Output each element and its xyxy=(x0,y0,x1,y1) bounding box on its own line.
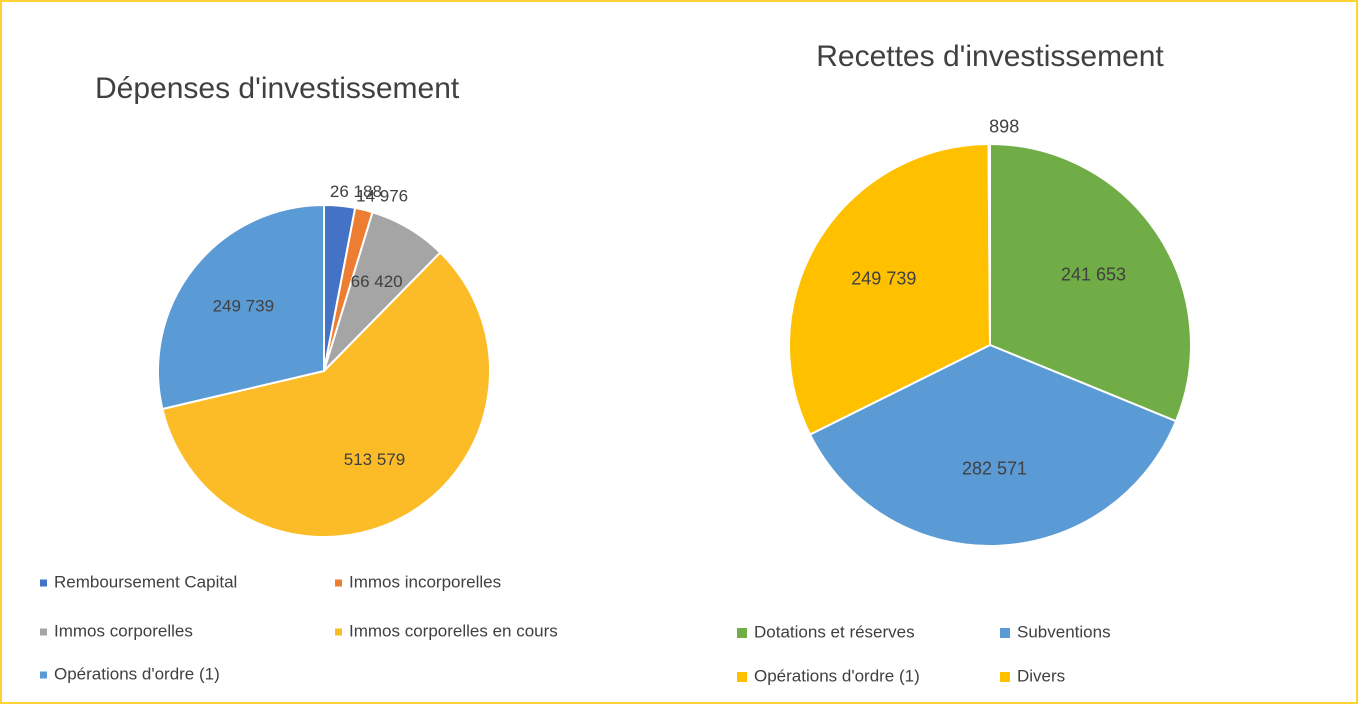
legend-label: Immos corporelles en cours xyxy=(349,621,558,640)
data-label: 14 976 xyxy=(356,186,408,205)
legend-label: Opérations d'ordre (1) xyxy=(754,666,920,685)
legend-marker xyxy=(40,579,47,587)
pie-slice xyxy=(808,343,1178,547)
legend-marker xyxy=(1000,628,1010,638)
data-label: 513 579 xyxy=(344,450,405,469)
data-label: 249 739 xyxy=(851,269,916,289)
data-label: 26 188 xyxy=(330,182,382,201)
legend-label: Divers xyxy=(1017,666,1065,685)
data-label: 249 739 xyxy=(213,297,274,316)
pie-slice xyxy=(987,142,991,346)
chart-title: Dépenses d'investissement xyxy=(95,72,460,105)
legend-label: Immos incorporelles xyxy=(349,572,501,591)
data-label: 282 571 xyxy=(962,458,1027,478)
pie-slice xyxy=(161,251,491,538)
legend-label: Dotations et réserves xyxy=(754,622,915,641)
legend-marker xyxy=(1000,672,1010,682)
legend-marker xyxy=(40,628,47,636)
legend-label: Immos corporelles xyxy=(54,621,193,640)
pie-slice xyxy=(989,142,1192,423)
legend-marker xyxy=(335,628,342,636)
chart-title: Recettes d'investissement xyxy=(816,40,1164,73)
data-label: 898 xyxy=(989,117,1019,137)
legend-marker xyxy=(335,579,342,587)
legend-label: Remboursement Capital xyxy=(54,572,237,591)
pie-slice xyxy=(157,203,325,411)
pie-slice xyxy=(787,142,992,436)
data-label: 241 653 xyxy=(1061,264,1126,284)
legend-marker xyxy=(737,628,747,638)
data-label: 66 420 xyxy=(351,272,403,291)
legend-label: Subventions xyxy=(1017,622,1111,641)
legend-label: Opérations d'ordre (1) xyxy=(54,664,220,683)
legend-marker xyxy=(40,671,47,679)
legend-marker xyxy=(737,672,747,682)
